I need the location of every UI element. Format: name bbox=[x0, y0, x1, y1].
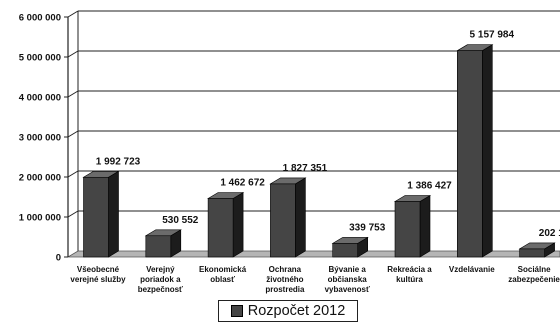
x-tick-label: bezpečnosť bbox=[138, 285, 183, 294]
x-tick-label: poriadok a bbox=[140, 275, 181, 284]
x-tick-label: oblasť bbox=[210, 275, 235, 284]
x-tick-label: životného bbox=[266, 275, 303, 284]
bar bbox=[83, 176, 109, 258]
bar bbox=[394, 201, 421, 258]
data-label: 1 386 427 bbox=[407, 181, 452, 192]
x-tick-label: Sociálne bbox=[518, 265, 551, 274]
data-label: 202 19 bbox=[539, 228, 560, 239]
x-tick-label: verejné služby bbox=[70, 275, 126, 284]
bar-side bbox=[295, 177, 306, 258]
bar bbox=[207, 198, 234, 258]
gridline-depth bbox=[67, 90, 79, 98]
y-tick-label: 5 000 000 bbox=[19, 53, 61, 64]
gridline-depth bbox=[67, 10, 79, 18]
legend-label: Rozpočet 2012 bbox=[247, 303, 346, 319]
x-tick-label: Rekreácia a bbox=[387, 265, 432, 274]
bar-side bbox=[108, 170, 119, 258]
x-tick-label: Ekonomická bbox=[199, 265, 247, 274]
x-tick-label: Verejný bbox=[146, 265, 175, 274]
y-tick-label: 2 000 000 bbox=[19, 173, 61, 184]
y-tick-label: 6 000 000 bbox=[19, 13, 61, 24]
data-label: 1 827 351 bbox=[283, 163, 328, 174]
gridline-depth bbox=[67, 210, 79, 218]
gridline-depth bbox=[67, 170, 79, 178]
data-label: 5 157 984 bbox=[470, 30, 515, 41]
bar bbox=[145, 235, 172, 258]
bar-side bbox=[232, 191, 244, 258]
chart-legend: Rozpočet 2012 bbox=[218, 300, 358, 322]
bar bbox=[270, 183, 296, 258]
bar-side bbox=[419, 195, 431, 258]
bar bbox=[332, 243, 359, 258]
y-tick-label: 1 000 000 bbox=[19, 213, 61, 224]
gridline-depth bbox=[67, 130, 79, 138]
bar bbox=[519, 248, 545, 258]
x-tick-label: Bývanie a bbox=[329, 265, 367, 274]
x-tick-label: Ochrana bbox=[269, 265, 302, 274]
y-tick-label: 4 000 000 bbox=[19, 93, 61, 104]
y-tick-label: 0 bbox=[56, 253, 61, 264]
legend-swatch bbox=[230, 305, 243, 317]
y-tick-label: 3 000 000 bbox=[19, 133, 61, 144]
x-tick-label: vybavenosť bbox=[325, 285, 370, 294]
x-tick-label: Vzdelávanie bbox=[449, 265, 495, 274]
bar-side bbox=[481, 44, 493, 258]
gridline-depth bbox=[67, 50, 79, 58]
data-label: 1 462 672 bbox=[220, 177, 265, 188]
x-tick-label: zabezpečenie bbox=[508, 275, 560, 284]
x-tick-label: kultúra bbox=[396, 275, 423, 284]
data-label: 530 552 bbox=[162, 215, 199, 226]
x-tick-label: Všeobecné bbox=[77, 265, 120, 274]
x-tick-label: občianska bbox=[328, 275, 368, 284]
x-tick-label: prostredia bbox=[265, 285, 305, 294]
data-label: 1 992 723 bbox=[96, 156, 141, 167]
bar bbox=[456, 50, 483, 258]
data-label: 339 753 bbox=[349, 222, 386, 233]
